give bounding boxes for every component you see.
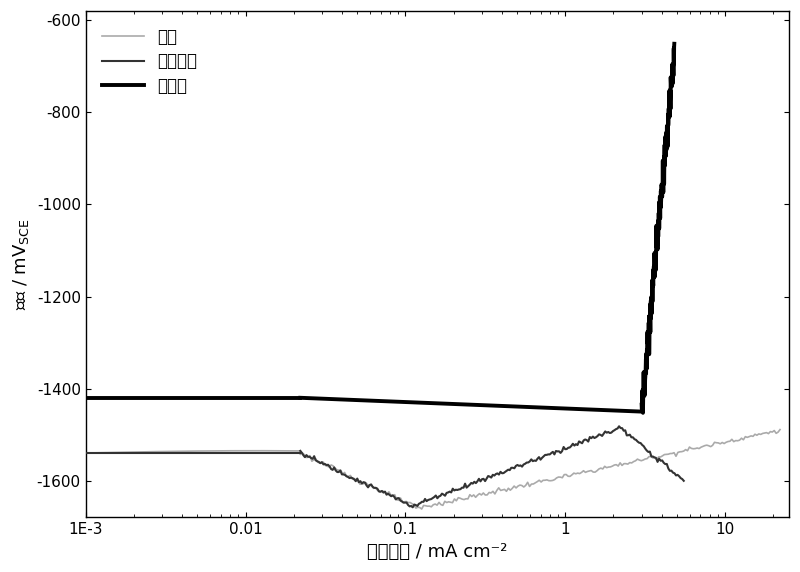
塑性变形 [614, 423, 624, 430]
本方案 [637, 401, 646, 408]
塑性变形 [518, 461, 528, 468]
塑性变形 [295, 447, 305, 454]
锂态 [575, 470, 585, 477]
本方案 [667, 81, 677, 88]
本方案 [646, 300, 655, 307]
锂态 [496, 487, 506, 494]
锂态 [775, 426, 785, 433]
塑性变形 [666, 467, 676, 474]
塑性变形 [679, 478, 689, 484]
本方案 [668, 80, 678, 87]
本方案 [638, 394, 648, 401]
锂态 [758, 430, 767, 437]
本方案 [670, 41, 679, 47]
锂态 [629, 458, 638, 465]
塑性变形 [562, 446, 571, 452]
锂态 [417, 506, 426, 513]
锂态 [490, 491, 500, 498]
本方案 [639, 388, 649, 395]
本方案 [643, 340, 653, 347]
Line: 本方案: 本方案 [642, 44, 674, 413]
Line: 塑性变形: 塑性变形 [300, 426, 684, 507]
塑性变形 [408, 504, 418, 511]
塑性变形 [358, 479, 368, 486]
Legend: 锂态, 塑性变形, 本方案: 锂态, 塑性变形, 本方案 [94, 19, 206, 104]
塑性变形 [456, 486, 466, 492]
X-axis label: 电流密度 / mA cm⁻²: 电流密度 / mA cm⁻² [367, 543, 507, 561]
本方案 [638, 410, 648, 416]
锂态 [295, 451, 305, 458]
Line: 锂态: 锂态 [300, 430, 780, 509]
塑性变形 [451, 486, 461, 493]
Y-axis label: 电位 / mV$_{\rm SCE}$: 电位 / mV$_{\rm SCE}$ [11, 219, 31, 310]
锂态 [374, 488, 384, 495]
